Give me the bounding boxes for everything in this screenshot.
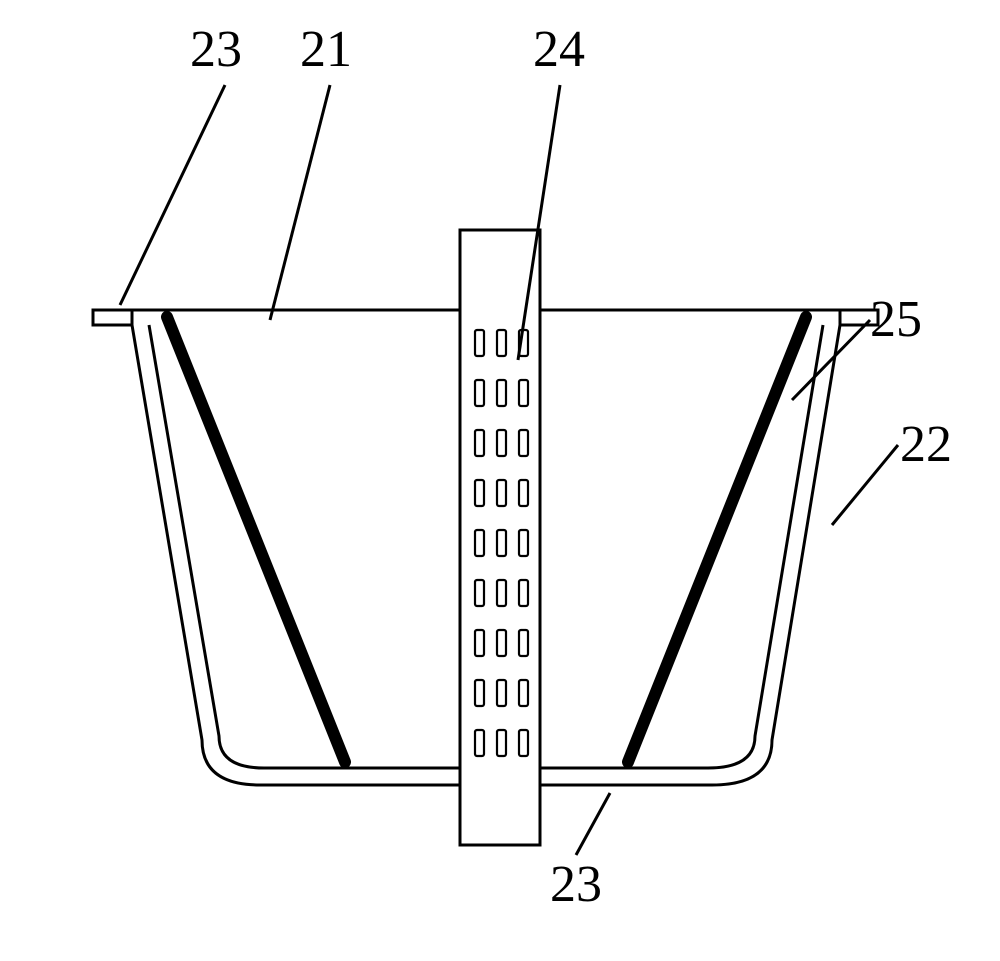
figure-stage: 23 21 24 25 22 23 <box>0 0 1000 961</box>
callout-label-21: 21 <box>300 20 352 79</box>
callout-label-22: 22 <box>900 415 952 474</box>
callout-label-23-bottom: 23 <box>550 855 602 914</box>
drawing-svg <box>0 0 1000 961</box>
callout-leader-23-top <box>120 85 225 305</box>
callout-label-25: 25 <box>870 290 922 349</box>
callout-leader-23-bottom <box>576 793 610 855</box>
callout-leader-21 <box>270 85 330 320</box>
callout-leader-22 <box>832 445 898 525</box>
rim-flange-left <box>93 310 132 325</box>
callout-label-23-top: 23 <box>190 20 242 79</box>
callout-label-24: 24 <box>533 20 585 79</box>
